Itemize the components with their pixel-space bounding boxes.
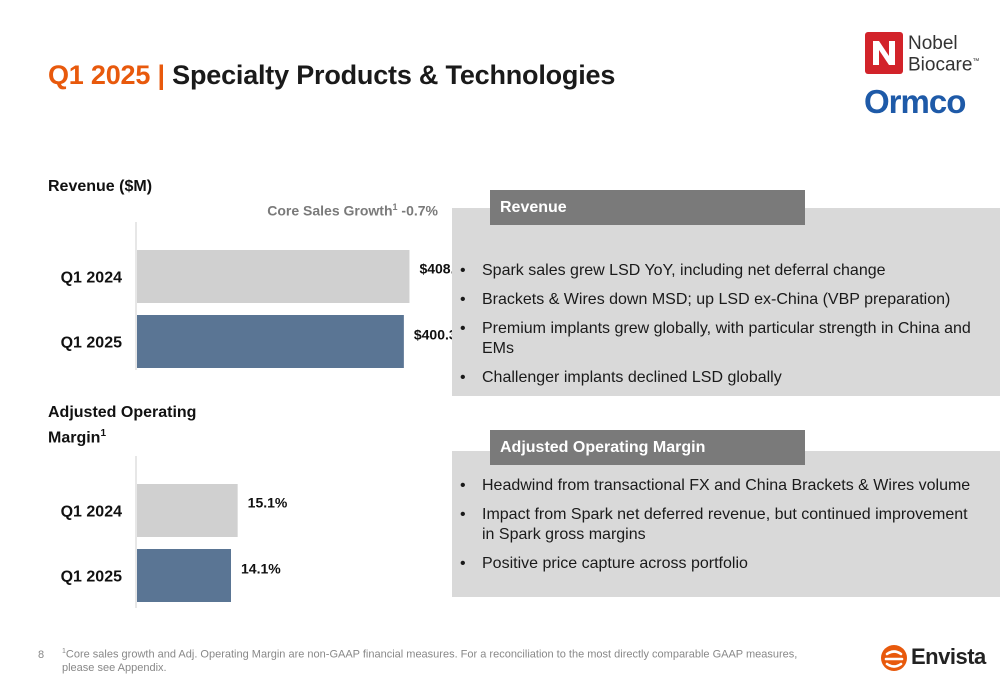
revenue-bar-chart: Q1 2024 $408.7 Q1 2025 $400.3 bbox=[61, 222, 460, 370]
trademark-text: ™ bbox=[972, 58, 980, 65]
page-title: Q1 2025 | Specialty Products & Technolog… bbox=[48, 60, 615, 91]
bullet-marker: • bbox=[460, 320, 466, 337]
growth-prefix: Core Sales Growth bbox=[267, 202, 393, 219]
envista-wordmark: Envista bbox=[911, 644, 986, 669]
revenue-bullet-list: • Spark sales grew LSD YoY, including net… bbox=[460, 261, 980, 397]
footnote: 1Core sales growth and Adj. Operating Ma… bbox=[62, 645, 802, 675]
growth-value: -0.7% bbox=[397, 202, 438, 219]
margin-footnote-marker: 1 bbox=[100, 428, 107, 439]
bullet-marker: • bbox=[460, 555, 466, 572]
margin-category-label-0: Q1 2024 bbox=[61, 504, 122, 521]
bullet-marker: • bbox=[460, 291, 466, 308]
bullet-marker: • bbox=[460, 477, 466, 494]
margin-chart-title: Adjusted Operating Margin1 bbox=[48, 402, 196, 448]
bullet-marker: • bbox=[460, 369, 466, 386]
page-title-main: Specialty Products & Technologies bbox=[172, 60, 616, 90]
list-item: • Positive price capture across portfolio bbox=[460, 555, 748, 572]
growth-footnote-marker: 1 bbox=[392, 202, 398, 212]
margin-data-label-0: 15.1% bbox=[248, 495, 288, 511]
margin-bar-chart: Q1 2024 15.1% Q1 2025 14.1% bbox=[61, 456, 288, 608]
list-item: • Brackets & Wires down MSD; up LSD ex-Ch… bbox=[460, 291, 951, 308]
list-item: • Impact from Spark net deferred revenue,… bbox=[460, 506, 968, 543]
revenue-bar-1 bbox=[137, 315, 404, 368]
page-number: 8 bbox=[38, 649, 45, 661]
margin-bar-1 bbox=[137, 549, 231, 602]
revenue-category-label-1: Q1 2025 bbox=[61, 335, 122, 352]
list-item: • Premium implants grew globally, with pa… bbox=[460, 320, 971, 357]
nobel-biocare-wordmark: Nobel Biocare™ bbox=[908, 33, 980, 76]
core-sales-growth-note: Core Sales Growth1 -0.7% bbox=[240, 202, 438, 219]
list-item: • Headwind from transactional FX and Chin… bbox=[460, 477, 971, 494]
revenue-bar-0 bbox=[137, 250, 410, 303]
nobel-biocare-logo-icon bbox=[865, 32, 903, 74]
revenue-panel-header: Revenue bbox=[490, 190, 805, 225]
envista-logo: Envista bbox=[880, 643, 990, 673]
envista-logo-icon bbox=[881, 645, 907, 671]
revenue-category-label-0: Q1 2024 bbox=[61, 270, 122, 287]
nobel-text: Nobel bbox=[908, 33, 958, 54]
margin-data-label-1: 14.1% bbox=[241, 561, 281, 577]
revenue-chart: Q1 2024 $408.7 Q1 2025 $400.3 bbox=[40, 222, 460, 370]
footnote-text: Core sales growth and Adj. Operating Mar… bbox=[62, 648, 798, 674]
revenue-data-label-1: $400.3 bbox=[414, 327, 457, 343]
revenue-chart-title: Revenue ($M) bbox=[48, 178, 153, 195]
biocare-text: Biocare bbox=[908, 54, 973, 76]
bullet-marker: • bbox=[460, 506, 466, 523]
margin-bullet-list: • Headwind from transactional FX and Chin… bbox=[460, 476, 980, 583]
margin-bar-0 bbox=[137, 484, 238, 537]
list-item: • Spark sales grew LSD YoY, including net… bbox=[460, 262, 886, 279]
footnote-marker: 1 bbox=[62, 648, 66, 655]
ormco-logo: Ormco bbox=[864, 83, 966, 120]
margin-commentary-panel bbox=[452, 451, 1000, 597]
margin-category-label-1: Q1 2025 bbox=[61, 569, 122, 586]
revenue-data-label-0: $408.7 bbox=[419, 261, 460, 277]
margin-label-line2: Margin bbox=[48, 429, 101, 447]
revenue-commentary-panel bbox=[452, 208, 1000, 396]
margin-label-line1: Adjusted Operating bbox=[48, 404, 197, 421]
page-title-period: Q1 2025 | bbox=[48, 60, 165, 90]
list-item: • Challenger implants declined LSD global… bbox=[460, 369, 782, 386]
margin-chart: Q1 2024 15.1% Q1 2025 14.1% bbox=[40, 456, 460, 608]
margin-panel-header: Adjusted Operating Margin bbox=[490, 430, 805, 465]
brand-logos: Nobel Biocare™ Ormco bbox=[862, 30, 982, 122]
bullet-marker: • bbox=[460, 262, 466, 279]
